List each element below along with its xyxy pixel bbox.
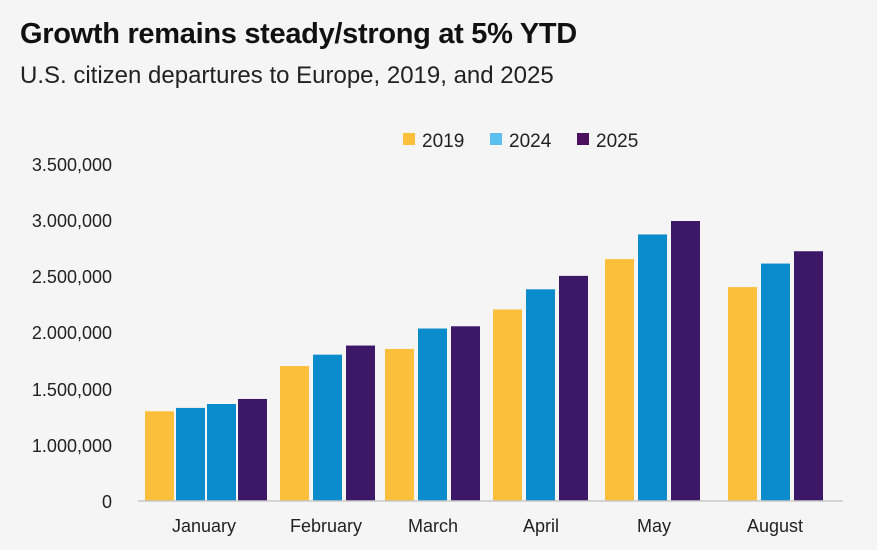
bar-january-2024 [176, 407, 205, 501]
x-tick-label: May [637, 516, 671, 536]
legend-label: 2024 [509, 131, 552, 152]
bar-february-2019 [280, 366, 309, 501]
bar-march-2019 [385, 348, 414, 501]
bar-may-2019 [605, 259, 634, 501]
x-tick-label: April [523, 516, 559, 536]
bar-february-2025 [346, 345, 375, 501]
bar-august-2024 [761, 263, 790, 501]
x-tick-label: March [408, 516, 458, 536]
legend-label: 2025 [596, 131, 638, 152]
y-tick-label: 3.500,000 [32, 155, 112, 175]
bar-january-2019 [145, 411, 174, 501]
legend: 2019 2024 2025 [403, 131, 638, 152]
legend-swatch-2025 [577, 133, 589, 145]
bar-april-2024 [526, 289, 555, 501]
bar-august-2019 [728, 287, 757, 501]
y-tick-label: 0 [102, 492, 112, 512]
y-tick-label: 1.500,000 [32, 380, 112, 400]
chart-title: Growth remains steady/strong at 5% YTD [20, 18, 577, 50]
legend-swatch-2024 [490, 133, 502, 145]
y-tick-label: 3.000,000 [32, 211, 112, 231]
x-axis: January February March April May August [172, 516, 803, 536]
y-tick-label: 2.500,000 [32, 267, 112, 287]
bar-march-2024 [418, 328, 447, 501]
chart-subtitle: U.S. citizen departures to Europe, 2019,… [20, 62, 554, 89]
bar-march-2025 [451, 326, 480, 501]
y-tick-label: 1.000,000 [32, 436, 112, 456]
x-tick-label: February [290, 516, 362, 536]
legend-swatch-2019 [403, 133, 415, 145]
bar-january-2025 [238, 398, 267, 501]
bar-february-2024 [313, 354, 342, 501]
y-axis: 0 1.000,000 1.500,000 2.000,000 2.500,000 3.0… [32, 155, 112, 512]
bar-april-2025 [559, 275, 588, 501]
y-tick-label: 2.000,000 [32, 323, 112, 343]
legend-label: 2019 [422, 131, 464, 152]
x-tick-label: January [172, 516, 236, 536]
bar-january-2024 [207, 404, 236, 501]
x-tick-label: August [747, 516, 803, 536]
bar-may-2024 [638, 234, 667, 501]
bar-august-2025 [794, 251, 823, 501]
bars [145, 221, 823, 501]
bar-april-2019 [493, 309, 522, 501]
bar-may-2025 [671, 221, 700, 501]
